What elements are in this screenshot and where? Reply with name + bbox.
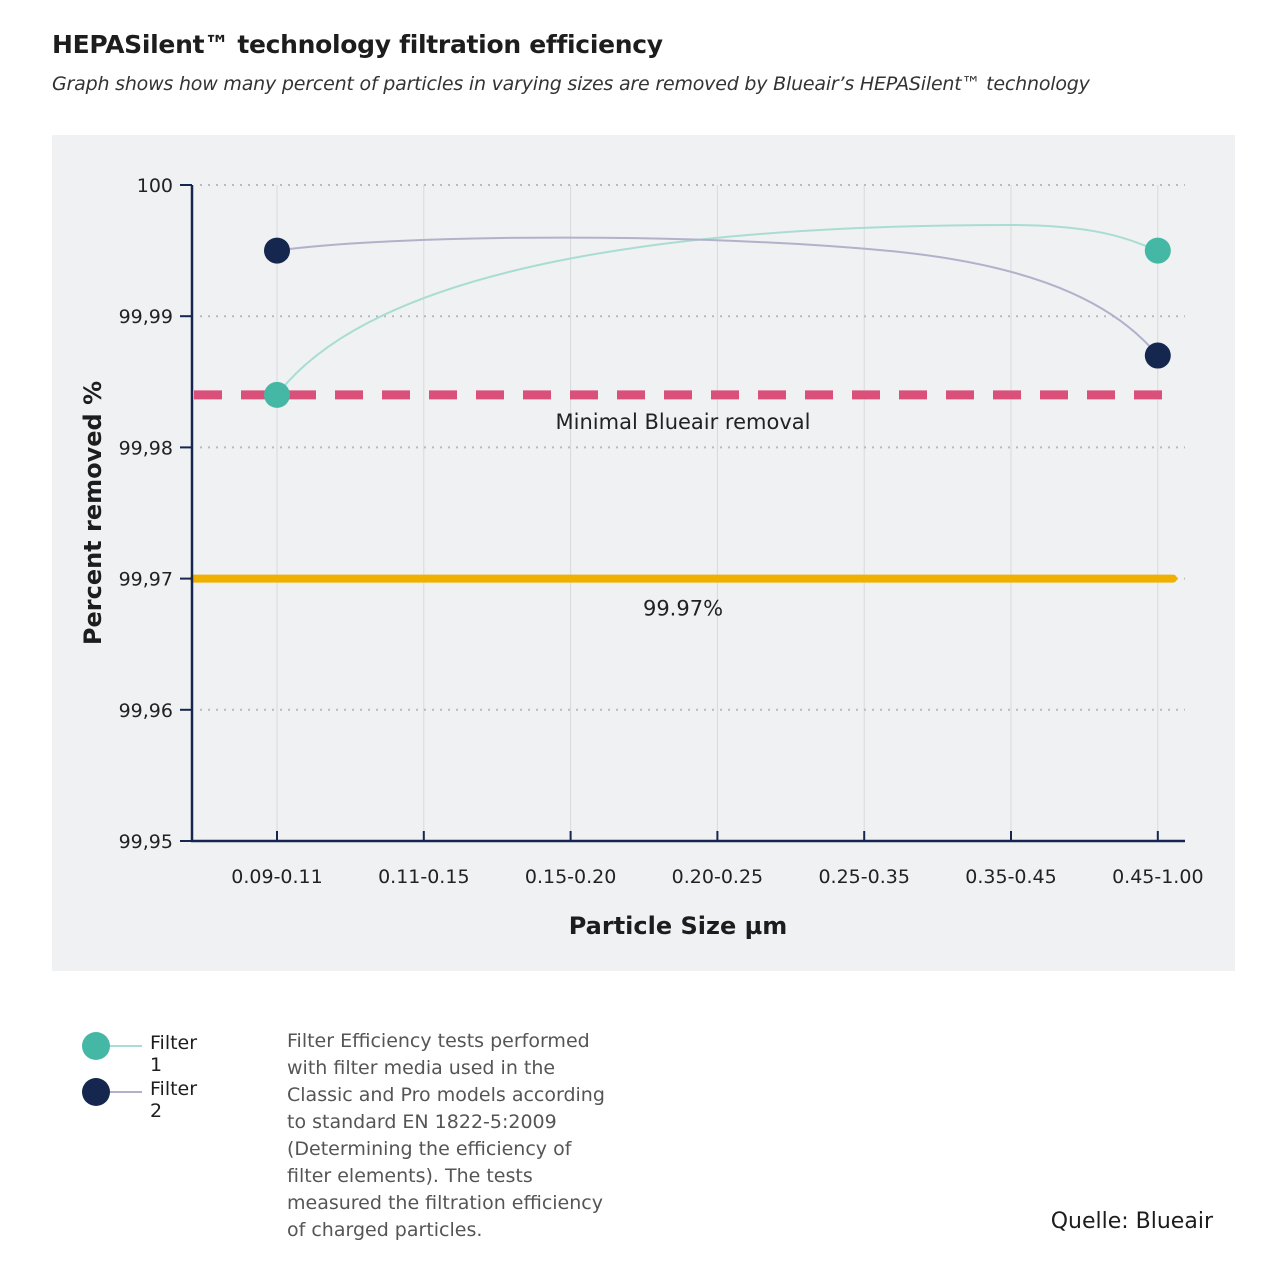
x-tick-label: 0.11-0.15 (378, 866, 469, 888)
x-tick-label: 0.15-0.20 (525, 866, 616, 888)
filter-2-point (1144, 342, 1171, 369)
hepa-standard-label: 99.97% (643, 597, 723, 621)
x-tick-label: 0.09-0.11 (231, 866, 322, 888)
filter-1-point (1144, 237, 1171, 264)
y-tick-label: 99,95 (119, 831, 173, 853)
x-tick-label: 0.45-1.00 (1112, 866, 1203, 888)
chart: Minimal Blueair removal 99.97% 0.09-0.11 0… (52, 135, 1235, 971)
y-tick-label: 99,96 (119, 700, 173, 722)
y-axis-label: Percent removed % (79, 381, 107, 645)
filter-1-marker-icon (82, 1032, 110, 1060)
y-tick-label: 99,98 (119, 437, 173, 459)
filter-2-point (264, 237, 290, 264)
filter-2-line (276, 236, 1159, 357)
y-tick-label: 99,99 (119, 306, 173, 328)
filter-1-point (264, 381, 290, 408)
x-tick-label: 0.35-0.45 (965, 866, 1056, 888)
plot-background (52, 135, 1235, 971)
x-tick-label: 0.25-0.35 (818, 866, 909, 888)
minimal-removal-label: Minimal Blueair removal (556, 410, 811, 434)
y-tick-label: 100 (137, 175, 173, 197)
footnote: Filter Efficiency tests performed with f… (287, 1030, 605, 1241)
chart-subtitle: Graph shows how many percent of particle… (52, 73, 1090, 95)
source: Quelle: Blueair (1050, 1209, 1213, 1234)
x-axis-label: Particle Size µm (569, 912, 788, 940)
x-tick-label: 0.20-0.25 (672, 866, 763, 888)
y-tick-label: 99,97 (119, 569, 173, 591)
chart-title: HEPASilent™ technology filtration effici… (52, 30, 663, 59)
filter-2-marker-icon (82, 1078, 110, 1106)
filter-1-line (276, 223, 1159, 396)
